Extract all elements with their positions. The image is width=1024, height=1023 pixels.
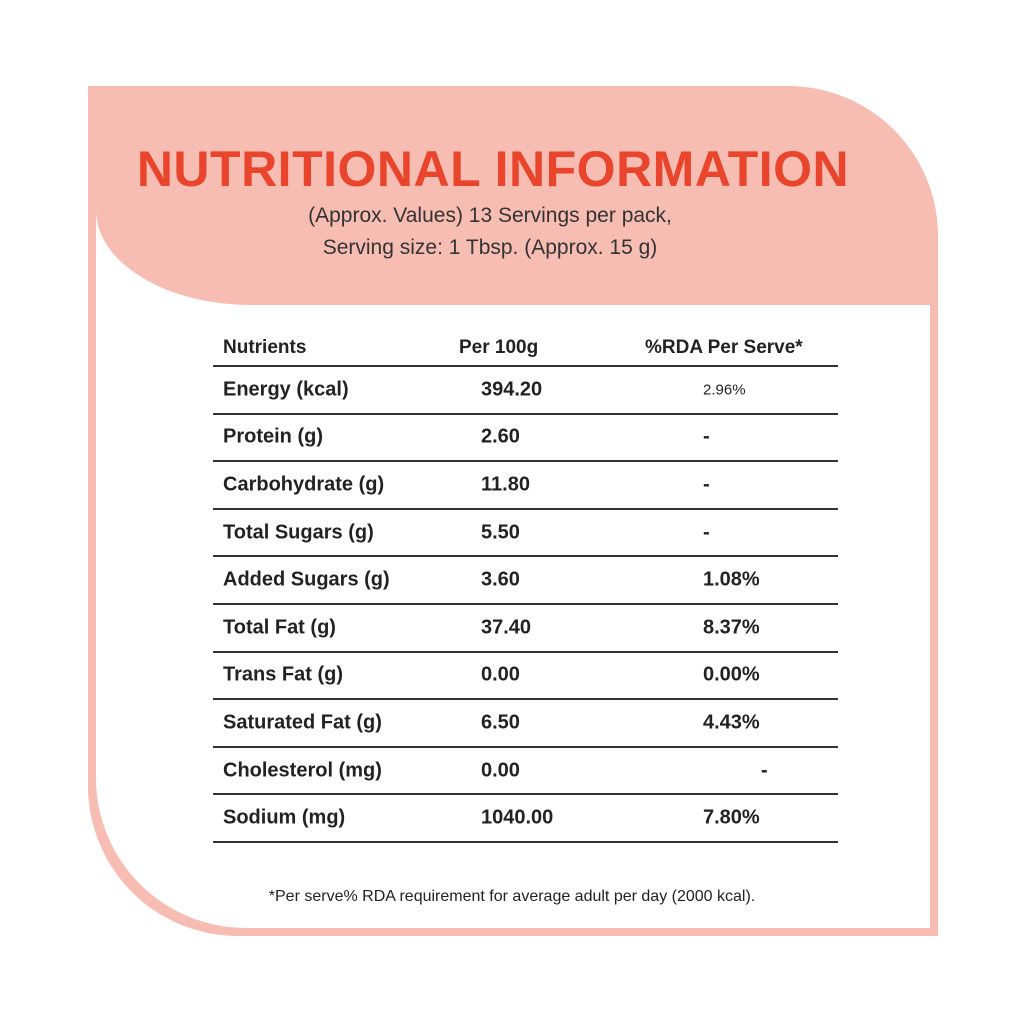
table-cell: 7.80%: [703, 806, 760, 829]
title: NUTRITIONAL INFORMATION: [136, 141, 850, 197]
table-cell: Energy (kcal): [223, 378, 349, 401]
table-row: Total Sugars (g) 5.50 -: [213, 510, 838, 558]
table-row: Carbohydrate (g) 11.80 -: [213, 462, 838, 510]
table-cell: 4.43%: [703, 711, 760, 734]
nutrition-table: Nutrients Per 100g %RDA Per Serve* Energy (…: [213, 330, 838, 843]
table-cell: 1040.00: [481, 806, 554, 829]
table-cell: Trans Fat (g): [223, 663, 344, 686]
table-cell: -: [703, 521, 710, 544]
table-row: Cholesterol (mg) 0.00 -: [213, 748, 838, 796]
table-cell: 3.60: [481, 568, 520, 591]
table-row: Energy (kcal) 394.20 2.96%: [213, 367, 838, 415]
table-row: Protein (g) 2.60 -: [213, 415, 838, 463]
table-cell: 6.50: [481, 711, 520, 734]
table-cell: Added Sugars (g): [223, 568, 390, 591]
table-cell: 2.60: [481, 425, 520, 448]
table-cell: Protein (g): [223, 425, 323, 448]
subtitle: Serving size: 1 Tbsp. (Approx. 15 g): [322, 236, 658, 259]
table-header: Nutrients Per 100g %RDA Per Serve*: [213, 330, 838, 367]
footnote: *Per serve% RDA requirement for average …: [268, 888, 756, 905]
table-cell: Carbohydrate (g): [223, 473, 385, 496]
table-cell: Total Sugars (g): [223, 521, 374, 544]
table-cell: 5.50: [481, 521, 520, 544]
column-header: %RDA Per Serve*: [645, 336, 803, 358]
table-cell: 11.80: [481, 473, 530, 496]
table-cell: -: [703, 473, 710, 496]
subtitle: (Approx. Values) 13 Servings per pack,: [308, 204, 672, 227]
table-row: Trans Fat (g) 0.00 0.00%: [213, 653, 838, 701]
table-row: Total Fat (g) 37.40 8.37%: [213, 605, 838, 653]
column-header: Nutrients: [223, 336, 307, 358]
table-cell: Sodium (mg): [223, 806, 346, 829]
table-row: Added Sugars (g) 3.60 1.08%: [213, 557, 838, 605]
table-cell: -: [761, 759, 768, 782]
table-cell: 1.08%: [703, 568, 760, 591]
table-cell: Cholesterol (mg): [223, 759, 382, 782]
table-cell: 8.37%: [703, 616, 760, 639]
column-header: Per 100g: [459, 336, 539, 358]
table-cell: 394.20: [481, 378, 543, 401]
table-cell: Saturated Fat (g): [223, 711, 382, 734]
table-row: Sodium (mg) 1040.00 7.80%: [213, 795, 838, 843]
table-cell: 0.00: [481, 663, 520, 686]
table-row: Saturated Fat (g) 6.50 4.43%: [213, 700, 838, 748]
card-inner: [96, 210, 930, 928]
table-cell: -: [703, 425, 710, 448]
table-cell: 0.00%: [703, 663, 760, 686]
table-cell: Total Fat (g): [223, 616, 336, 639]
table-cell: 0.00: [481, 759, 520, 782]
table-cell: 37.40: [481, 616, 532, 639]
table-cell: 2.96%: [703, 381, 746, 399]
